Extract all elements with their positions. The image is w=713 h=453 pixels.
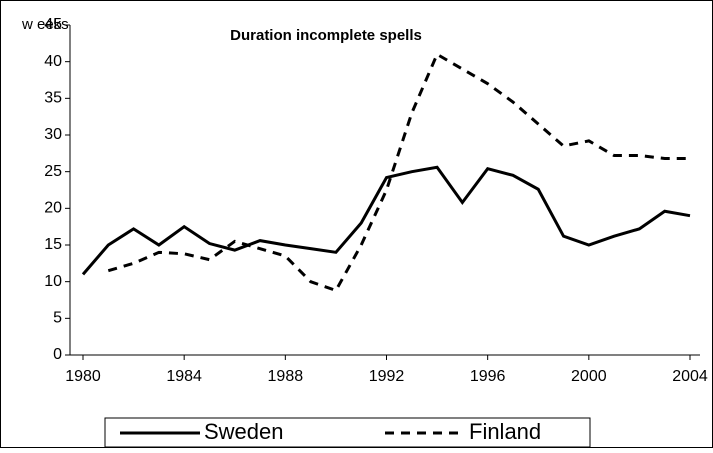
y-tick-label: 25: [44, 163, 62, 180]
y-tick-label: 35: [44, 90, 62, 107]
legend-label: Finland: [469, 419, 541, 444]
y-axis-label: w eeks: [21, 16, 69, 33]
chart-title: Duration incomplete spells: [230, 27, 422, 44]
series-line: [81, 165, 691, 276]
x-tick-label: 2004: [672, 368, 708, 385]
x-tick-label: 1992: [369, 368, 405, 385]
y-tick-label: 40: [44, 53, 62, 70]
y-tick-label: 45: [44, 16, 62, 33]
series-line: [107, 52, 690, 293]
y-tick-label: 15: [44, 236, 62, 253]
y-tick-label: 0: [53, 346, 62, 363]
x-tick-label: 1996: [470, 368, 506, 385]
y-tick-label: 20: [44, 200, 62, 217]
x-tick-label: 1988: [268, 368, 304, 385]
y-tick-label: 10: [44, 273, 62, 290]
y-tick-label: 30: [44, 126, 62, 143]
y-tick-label: 5: [53, 310, 62, 327]
x-tick-label: 2000: [571, 368, 607, 385]
x-tick-label: 1984: [166, 368, 202, 385]
x-tick-label: 1980: [65, 368, 101, 385]
legend-label: Sweden: [204, 419, 284, 444]
